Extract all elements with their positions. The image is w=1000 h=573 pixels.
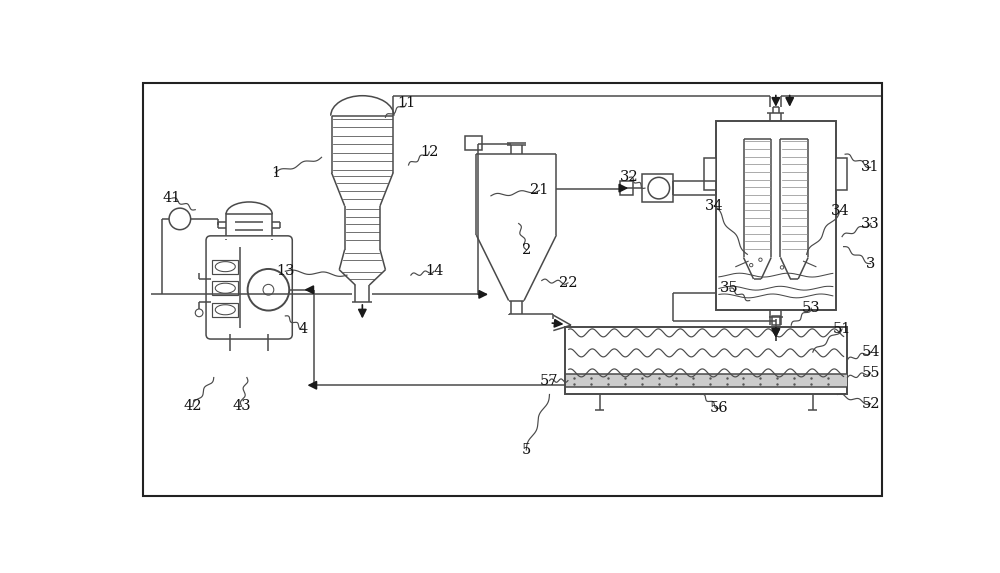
Text: 53: 53 — [802, 301, 821, 315]
Text: 34: 34 — [705, 199, 724, 213]
Text: 11: 11 — [397, 96, 415, 111]
Bar — [566, 374, 847, 387]
Bar — [212, 303, 238, 317]
Text: 42: 42 — [184, 399, 202, 413]
Text: 34: 34 — [830, 204, 849, 218]
Text: 14: 14 — [425, 264, 443, 278]
Bar — [642, 174, 673, 202]
Text: 4: 4 — [298, 322, 308, 336]
Bar — [212, 281, 238, 295]
Text: 33: 33 — [861, 217, 880, 230]
Text: 52: 52 — [861, 397, 880, 411]
Bar — [836, 158, 847, 190]
Text: 12: 12 — [420, 145, 439, 159]
Bar — [565, 327, 847, 394]
Text: 3: 3 — [866, 257, 875, 270]
Text: 57: 57 — [540, 374, 559, 387]
Text: 21: 21 — [530, 183, 549, 198]
Text: 51: 51 — [833, 322, 851, 336]
Bar — [704, 158, 716, 190]
Circle shape — [648, 177, 670, 199]
Bar — [465, 136, 482, 150]
Circle shape — [248, 269, 289, 311]
Circle shape — [169, 208, 191, 230]
Text: 2: 2 — [522, 243, 531, 257]
Bar — [716, 121, 836, 310]
Bar — [620, 181, 633, 195]
Text: 55: 55 — [861, 366, 880, 380]
Text: 41: 41 — [163, 191, 181, 205]
Text: 13: 13 — [276, 264, 295, 278]
Text: 1: 1 — [271, 166, 280, 180]
Bar — [772, 316, 780, 325]
Text: 32: 32 — [620, 170, 639, 185]
Bar — [212, 260, 238, 273]
Text: 56: 56 — [710, 401, 728, 415]
Text: 5: 5 — [522, 443, 531, 457]
Bar — [226, 214, 272, 239]
FancyBboxPatch shape — [206, 236, 292, 339]
Text: 43: 43 — [232, 399, 251, 413]
Text: 31: 31 — [861, 160, 880, 174]
Text: 35: 35 — [720, 281, 739, 295]
Text: 22: 22 — [559, 276, 577, 290]
Text: 54: 54 — [861, 345, 880, 359]
